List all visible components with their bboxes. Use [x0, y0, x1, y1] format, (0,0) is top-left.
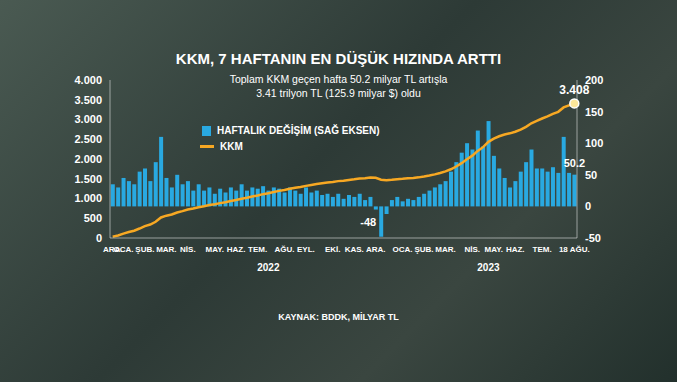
svg-text:OCA.: OCA. — [393, 245, 413, 254]
svg-text:150: 150 — [585, 106, 603, 118]
svg-text:18 AĞU.: 18 AĞU. — [559, 245, 590, 254]
svg-text:ŞUB.: ŞUB. — [414, 245, 433, 254]
html-text:3.41 trilyon TL (125.9 milyar: 3.41 trilyon TL (125.9 milyar $) oldu — [256, 87, 421, 99]
svg-text:1.500: 1.500 — [74, 173, 102, 185]
html-text:HAFTALIK DEĞİŞİM (SAĞ EKSEN): HAFTALIK DEĞİŞİM (SAĞ EKSEN) — [217, 125, 380, 136]
html-text:Toplam KKM geçen hafta 50.2 mi: Toplam KKM geçen hafta 50.2 milyar TL ar… — [229, 73, 448, 85]
svg-text:TEM.: TEM. — [248, 245, 267, 254]
svg-text:2.500: 2.500 — [74, 133, 102, 145]
svg-text:0: 0 — [585, 200, 591, 212]
svg-text:50: 50 — [585, 169, 597, 181]
svg-text:200: 200 — [585, 73, 604, 86]
svg-text:AĞU.: AĞU. — [274, 245, 294, 254]
svg-text:EYL.: EYL. — [297, 245, 315, 254]
svg-text:NİS.: NİS. — [465, 245, 481, 254]
svg-text:ARA.: ARA. — [366, 245, 386, 254]
svg-text:MAY.: MAY. — [205, 245, 223, 254]
svg-text:4.000: 4.000 — [74, 74, 102, 86]
svg-text:2023: 2023 — [477, 262, 500, 273]
svg-text:3.000: 3.000 — [74, 113, 102, 125]
html-text:KAYNAK: BDDK, MİLYAR TL: KAYNAK: BDDK, MİLYAR TL — [278, 312, 399, 322]
svg-text:0: 0 — [96, 232, 102, 244]
svg-text:MAR.: MAR. — [156, 245, 176, 254]
svg-text:MAY.: MAY. — [485, 245, 503, 254]
svg-text:NİS.: NİS. — [180, 245, 196, 254]
svg-text:3.408: 3.408 — [559, 83, 589, 97]
svg-text:1.000: 1.000 — [74, 192, 102, 204]
svg-text:EKİ.: EKİ. — [325, 245, 341, 254]
svg-text:2.000: 2.000 — [74, 153, 102, 165]
svg-text:500: 500 — [84, 212, 102, 224]
html-text:KKM: KKM — [220, 141, 243, 152]
svg-text:100: 100 — [585, 137, 603, 149]
svg-text:HAZ.: HAZ. — [227, 245, 246, 254]
svg-text:OCA.: OCA. — [113, 245, 133, 254]
svg-text:KAS.: KAS. — [345, 245, 364, 254]
svg-text:-50: -50 — [585, 232, 601, 244]
svg-text:TEM.: TEM. — [533, 245, 552, 254]
html-text:KKM, 7 HAFTANIN EN DÜŞÜK HIZIN: KKM, 7 HAFTANIN EN DÜŞÜK HIZINDA ARTTI — [175, 50, 502, 67]
svg-text:50.2: 50.2 — [564, 157, 585, 169]
svg-text:2022: 2022 — [257, 262, 280, 273]
svg-text:ŞUB.: ŞUB. — [135, 245, 154, 254]
svg-text:HAZ.: HAZ. — [506, 245, 525, 254]
svg-text:MAR.: MAR. — [435, 245, 455, 254]
svg-text:-48: -48 — [360, 216, 376, 228]
svg-text:3.500: 3.500 — [74, 94, 102, 106]
